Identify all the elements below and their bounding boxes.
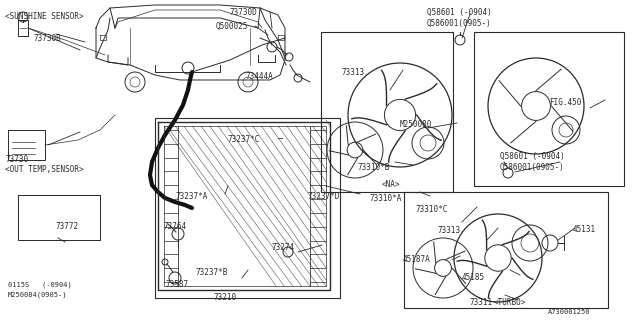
Bar bbox=[404, 192, 608, 308]
Text: 73764: 73764 bbox=[164, 222, 187, 231]
Bar bbox=[474, 32, 624, 186]
Text: Q586001(0905-): Q586001(0905-) bbox=[427, 19, 492, 28]
Text: 73772: 73772 bbox=[56, 222, 79, 231]
Text: Q58601 (-0904): Q58601 (-0904) bbox=[427, 8, 492, 17]
Text: M250080: M250080 bbox=[400, 120, 433, 129]
Text: 73310*A: 73310*A bbox=[370, 194, 403, 203]
Text: 0115S   (-0904): 0115S (-0904) bbox=[8, 282, 72, 289]
Text: Q500025: Q500025 bbox=[216, 22, 248, 31]
Text: 73237*C: 73237*C bbox=[228, 135, 260, 144]
Bar bbox=[155, 118, 340, 298]
Text: 45131: 45131 bbox=[573, 225, 596, 234]
Text: 73310*C: 73310*C bbox=[415, 205, 447, 214]
Text: <TURBO>: <TURBO> bbox=[494, 298, 526, 307]
Text: 73730D: 73730D bbox=[230, 8, 258, 17]
Text: 73313: 73313 bbox=[438, 226, 461, 235]
Text: 73237*B: 73237*B bbox=[196, 268, 228, 277]
Text: 73444A: 73444A bbox=[246, 72, 274, 81]
Text: 73730: 73730 bbox=[5, 155, 28, 164]
Text: <SUNSHINE SENSOR>: <SUNSHINE SENSOR> bbox=[5, 12, 84, 21]
Text: <NA>: <NA> bbox=[382, 180, 401, 189]
Text: 73313: 73313 bbox=[342, 68, 365, 77]
Text: 73587: 73587 bbox=[166, 280, 189, 289]
Text: 73237*A: 73237*A bbox=[176, 192, 209, 201]
Text: 45185: 45185 bbox=[462, 273, 485, 282]
Text: 73311: 73311 bbox=[470, 298, 493, 307]
Text: Q58601 (-0904): Q58601 (-0904) bbox=[500, 152, 564, 161]
Text: 73310*B: 73310*B bbox=[358, 163, 390, 172]
Text: 73730B: 73730B bbox=[34, 34, 61, 43]
Text: Q586001(0905-): Q586001(0905-) bbox=[500, 163, 564, 172]
Text: 73210: 73210 bbox=[213, 293, 236, 302]
Text: 45187A: 45187A bbox=[403, 255, 431, 264]
Text: <OUT TEMP,SENSOR>: <OUT TEMP,SENSOR> bbox=[5, 165, 84, 174]
Text: 73274: 73274 bbox=[272, 243, 295, 252]
Bar bbox=[321, 32, 453, 192]
Text: A730001250: A730001250 bbox=[548, 309, 591, 315]
Text: FIG.450: FIG.450 bbox=[549, 98, 581, 107]
Text: M250084(0905-): M250084(0905-) bbox=[8, 291, 67, 298]
Text: 73237*D: 73237*D bbox=[307, 192, 339, 201]
